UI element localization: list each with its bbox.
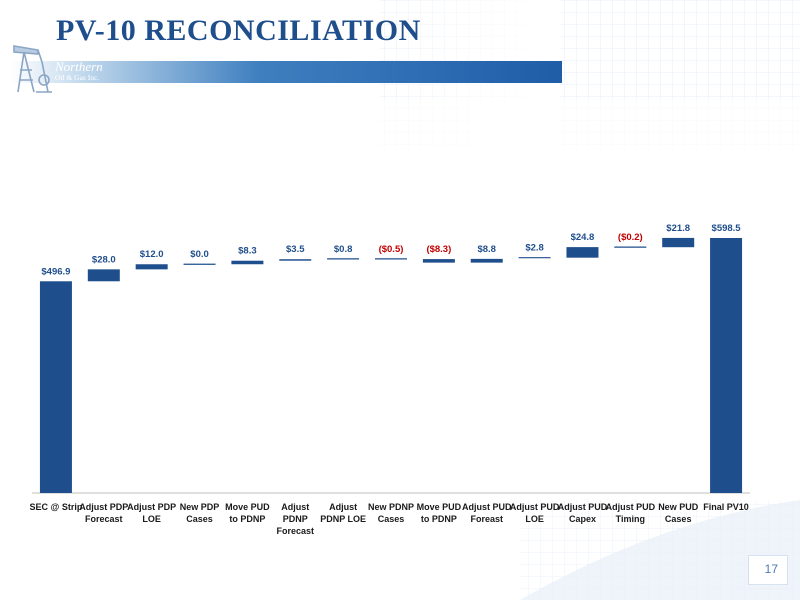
data-label-2: $28.0 — [92, 254, 116, 265]
category-label-3: Adjust PDP LOE — [127, 502, 176, 524]
page-number: 17 — [764, 562, 778, 576]
category-label-5: Move PUD to PDNP — [225, 502, 270, 524]
bar-9 — [422, 259, 455, 263]
data-label-4: $0.0 — [190, 249, 209, 260]
bar-3 — [135, 264, 168, 270]
category-label-7: Adjust PDNP LOE — [320, 502, 366, 524]
logo-line-1: Northern — [55, 59, 103, 74]
bar-12 — [566, 247, 599, 258]
category-label-8: New PDNP Cases — [368, 502, 414, 524]
data-label-13: ($0.2) — [618, 232, 643, 243]
bar-15 — [710, 238, 743, 493]
page-number-box — [748, 555, 788, 585]
logo-wordmark: Northern Oil & Gas Inc. — [55, 60, 103, 82]
category-label-6: Adjust PDNP Forecast — [277, 502, 315, 536]
data-label-3: $12.0 — [140, 249, 164, 260]
category-label-9: Move PUD to PDNP — [417, 502, 462, 524]
category-label-11: Adjust PUD LOE — [510, 502, 560, 524]
data-label-6: $3.5 — [286, 244, 305, 255]
data-label-8: ($0.5) — [379, 244, 404, 255]
category-label-13: Adjust PUD Timing — [606, 502, 656, 524]
bar-6 — [279, 259, 312, 261]
category-label-12: Adjust PUD Capex — [558, 502, 608, 524]
logo-line-2: Oil & Gas Inc. — [55, 73, 100, 82]
header-bar — [10, 61, 562, 83]
category-label-1: SEC @ Strip — [30, 502, 83, 512]
data-label-5: $8.3 — [238, 246, 257, 257]
category-label-4: New PDP Cases — [180, 502, 220, 524]
data-label-1: $496.9 — [41, 266, 70, 277]
data-label-12: $24.8 — [571, 232, 595, 243]
page-title: PV-10 RECONCILIATION — [56, 14, 421, 47]
bar-5 — [231, 260, 264, 265]
data-label-15: $598.5 — [712, 223, 742, 234]
data-label-9: ($8.3) — [426, 244, 451, 255]
data-label-11: $2.8 — [525, 243, 544, 254]
bar-14 — [662, 237, 695, 248]
category-label-2: Adjust PDP Forecast — [79, 502, 128, 524]
data-label-10: $8.8 — [477, 244, 496, 255]
bar-10 — [470, 258, 503, 263]
oil-derrick-icon — [13, 45, 52, 93]
category-label-15: Final PV10 — [703, 502, 749, 512]
data-label-14: $21.8 — [666, 223, 690, 234]
category-label-10: Adjust PUD Foreast — [462, 502, 512, 524]
data-label-7: $0.8 — [334, 244, 353, 255]
bar-1 — [39, 281, 72, 493]
category-label-14: New PUD Cases — [658, 502, 699, 524]
bar-2 — [87, 269, 120, 282]
